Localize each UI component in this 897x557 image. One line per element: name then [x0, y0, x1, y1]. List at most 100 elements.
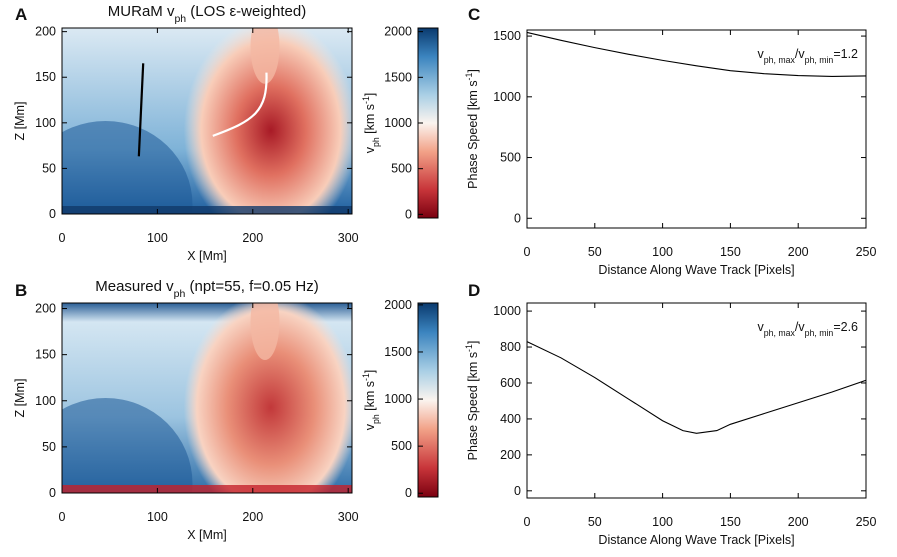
- wave-track: [137, 63, 145, 157]
- x-axis-label: Distance Along Wave Track [Pixels]: [598, 263, 794, 277]
- heatmap-red: [183, 28, 352, 214]
- ratio-annotation-part: v: [758, 47, 765, 61]
- plot-frame: [526, 29, 867, 229]
- heatmap: [62, 28, 352, 214]
- x-tick-label: 200: [242, 510, 263, 524]
- colorbar-tick-label: 1500: [384, 345, 412, 359]
- x-tick-label: 300: [338, 510, 359, 524]
- ratio-annotation-part: ph, min: [805, 55, 834, 65]
- heatmap-red: [183, 303, 352, 493]
- y-tick-label: 50: [42, 161, 56, 175]
- ratio-annotation: vph, max/vph, min=2.6: [758, 320, 859, 338]
- colorbar-label-part: ph: [371, 414, 381, 424]
- colorbar-label: vph [km s-1]: [361, 93, 381, 154]
- panel-title-part: ph: [174, 13, 186, 25]
- panel-label: C: [468, 5, 480, 24]
- heatmap: [62, 303, 352, 493]
- y-axis-label-part: Phase Speed [km s: [466, 352, 480, 460]
- y-axis-label-part: ]: [466, 341, 480, 344]
- colorbar-tick-label: 1500: [384, 70, 412, 84]
- panel-title: MURaM vph (LOS ε-weighted): [108, 3, 306, 25]
- ratio-annotation-part: ph, min: [805, 328, 834, 338]
- colorbar-label-part: -1: [361, 373, 371, 381]
- x-tick-label: 100: [147, 231, 168, 245]
- y-tick-label: 200: [500, 448, 521, 462]
- colorbar-label-part: [km s: [363, 104, 377, 137]
- y-tick-label: 400: [500, 412, 521, 426]
- colorbar-tick-label: 2000: [384, 25, 412, 39]
- heatmap-red: [250, 28, 280, 84]
- x-tick-label: 250: [856, 245, 877, 259]
- panel-label: A: [15, 5, 27, 24]
- x-tick-label: 200: [788, 245, 809, 259]
- x-tick-label: 0: [59, 510, 66, 524]
- y-tick-label: 200: [35, 302, 56, 316]
- panel-title-part: (npt=55, f=0.05 Hz): [185, 278, 318, 295]
- panel-label: B: [15, 281, 27, 300]
- ratio-annotation-part: /v: [795, 320, 805, 334]
- plot-frame: [61, 302, 353, 494]
- x-axis-label: Distance Along Wave Track [Pixels]: [598, 533, 794, 547]
- x-tick-label: 50: [588, 245, 602, 259]
- ratio-annotation-part: v: [758, 320, 765, 334]
- y-axis-label: Phase Speed [km s-1]: [464, 341, 480, 461]
- panel-title-part: ph: [174, 288, 186, 300]
- y-axis-label-part: Phase Speed [km s: [466, 80, 480, 188]
- y-tick-label: 50: [42, 440, 56, 454]
- ratio-annotation-part: /v: [795, 47, 805, 61]
- x-tick-label: 100: [147, 510, 168, 524]
- x-tick-label: 0: [524, 245, 531, 259]
- x-tick-label: 200: [242, 231, 263, 245]
- data-line: [526, 31, 867, 77]
- colorbar-label-part: -1: [361, 96, 371, 104]
- ratio-annotation-part: =2.6: [833, 320, 858, 334]
- x-tick-label: 250: [856, 515, 877, 529]
- panel-title: Measured vph (npt=55, f=0.05 Hz): [95, 278, 318, 300]
- x-tick-label: 0: [59, 231, 66, 245]
- x-tick-label: 0: [524, 515, 531, 529]
- y-tick-label: 0: [49, 207, 56, 221]
- y-axis-label-part: ]: [466, 69, 480, 72]
- colorbar-tick-label: 500: [391, 162, 412, 176]
- colorbar-tick-label: 0: [405, 207, 412, 221]
- data-line: [526, 341, 867, 434]
- y-tick-label: 100: [35, 394, 56, 408]
- y-tick-label: 1000: [493, 304, 521, 318]
- heatmap-bottom: [62, 485, 352, 493]
- colorbar: [417, 302, 439, 498]
- colorbar-tick-label: 0: [405, 486, 412, 500]
- y-tick-label: 0: [49, 486, 56, 500]
- colorbar-tick-label: 500: [391, 439, 412, 453]
- y-axis-label: Phase Speed [km s-1]: [464, 69, 480, 189]
- y-tick-label: 500: [500, 151, 521, 165]
- x-tick-label: 300: [338, 231, 359, 245]
- heatmap-red: [250, 303, 280, 360]
- y-axis-label: Z [Mm]: [13, 379, 27, 418]
- y-tick-label: 150: [35, 70, 56, 84]
- y-tick-label: 1000: [493, 90, 521, 104]
- plot-frame: [526, 302, 867, 499]
- ratio-annotation: vph, max/vph, min=1.2: [758, 47, 859, 65]
- y-axis-label-part: -1: [464, 344, 474, 352]
- colorbar-tick-label: 2000: [384, 298, 412, 312]
- ratio-annotation-part: ph, max: [764, 55, 796, 65]
- y-axis-label: Z [Mm]: [13, 102, 27, 141]
- panel-title-part: MURaM v: [108, 3, 175, 20]
- x-axis-label: X [Mm]: [187, 528, 227, 542]
- colorbar-label-part: v: [363, 146, 377, 153]
- y-tick-label: 200: [35, 25, 56, 39]
- panel-title-part: (LOS ε-weighted): [186, 3, 306, 20]
- x-tick-label: 150: [720, 515, 741, 529]
- y-axis-label-part: -1: [464, 73, 474, 81]
- plot-frame: [61, 27, 353, 215]
- panel-label: D: [468, 281, 480, 300]
- colorbar-label-part: [km s: [363, 381, 377, 414]
- y-tick-label: 100: [35, 116, 56, 130]
- colorbar-tick-label: 1000: [384, 116, 412, 130]
- x-tick-label: 150: [720, 245, 741, 259]
- y-tick-label: 600: [500, 376, 521, 390]
- ratio-annotation-part: =1.2: [833, 47, 858, 61]
- y-tick-label: 1500: [493, 29, 521, 43]
- x-tick-label: 50: [588, 515, 602, 529]
- x-tick-label: 100: [652, 515, 673, 529]
